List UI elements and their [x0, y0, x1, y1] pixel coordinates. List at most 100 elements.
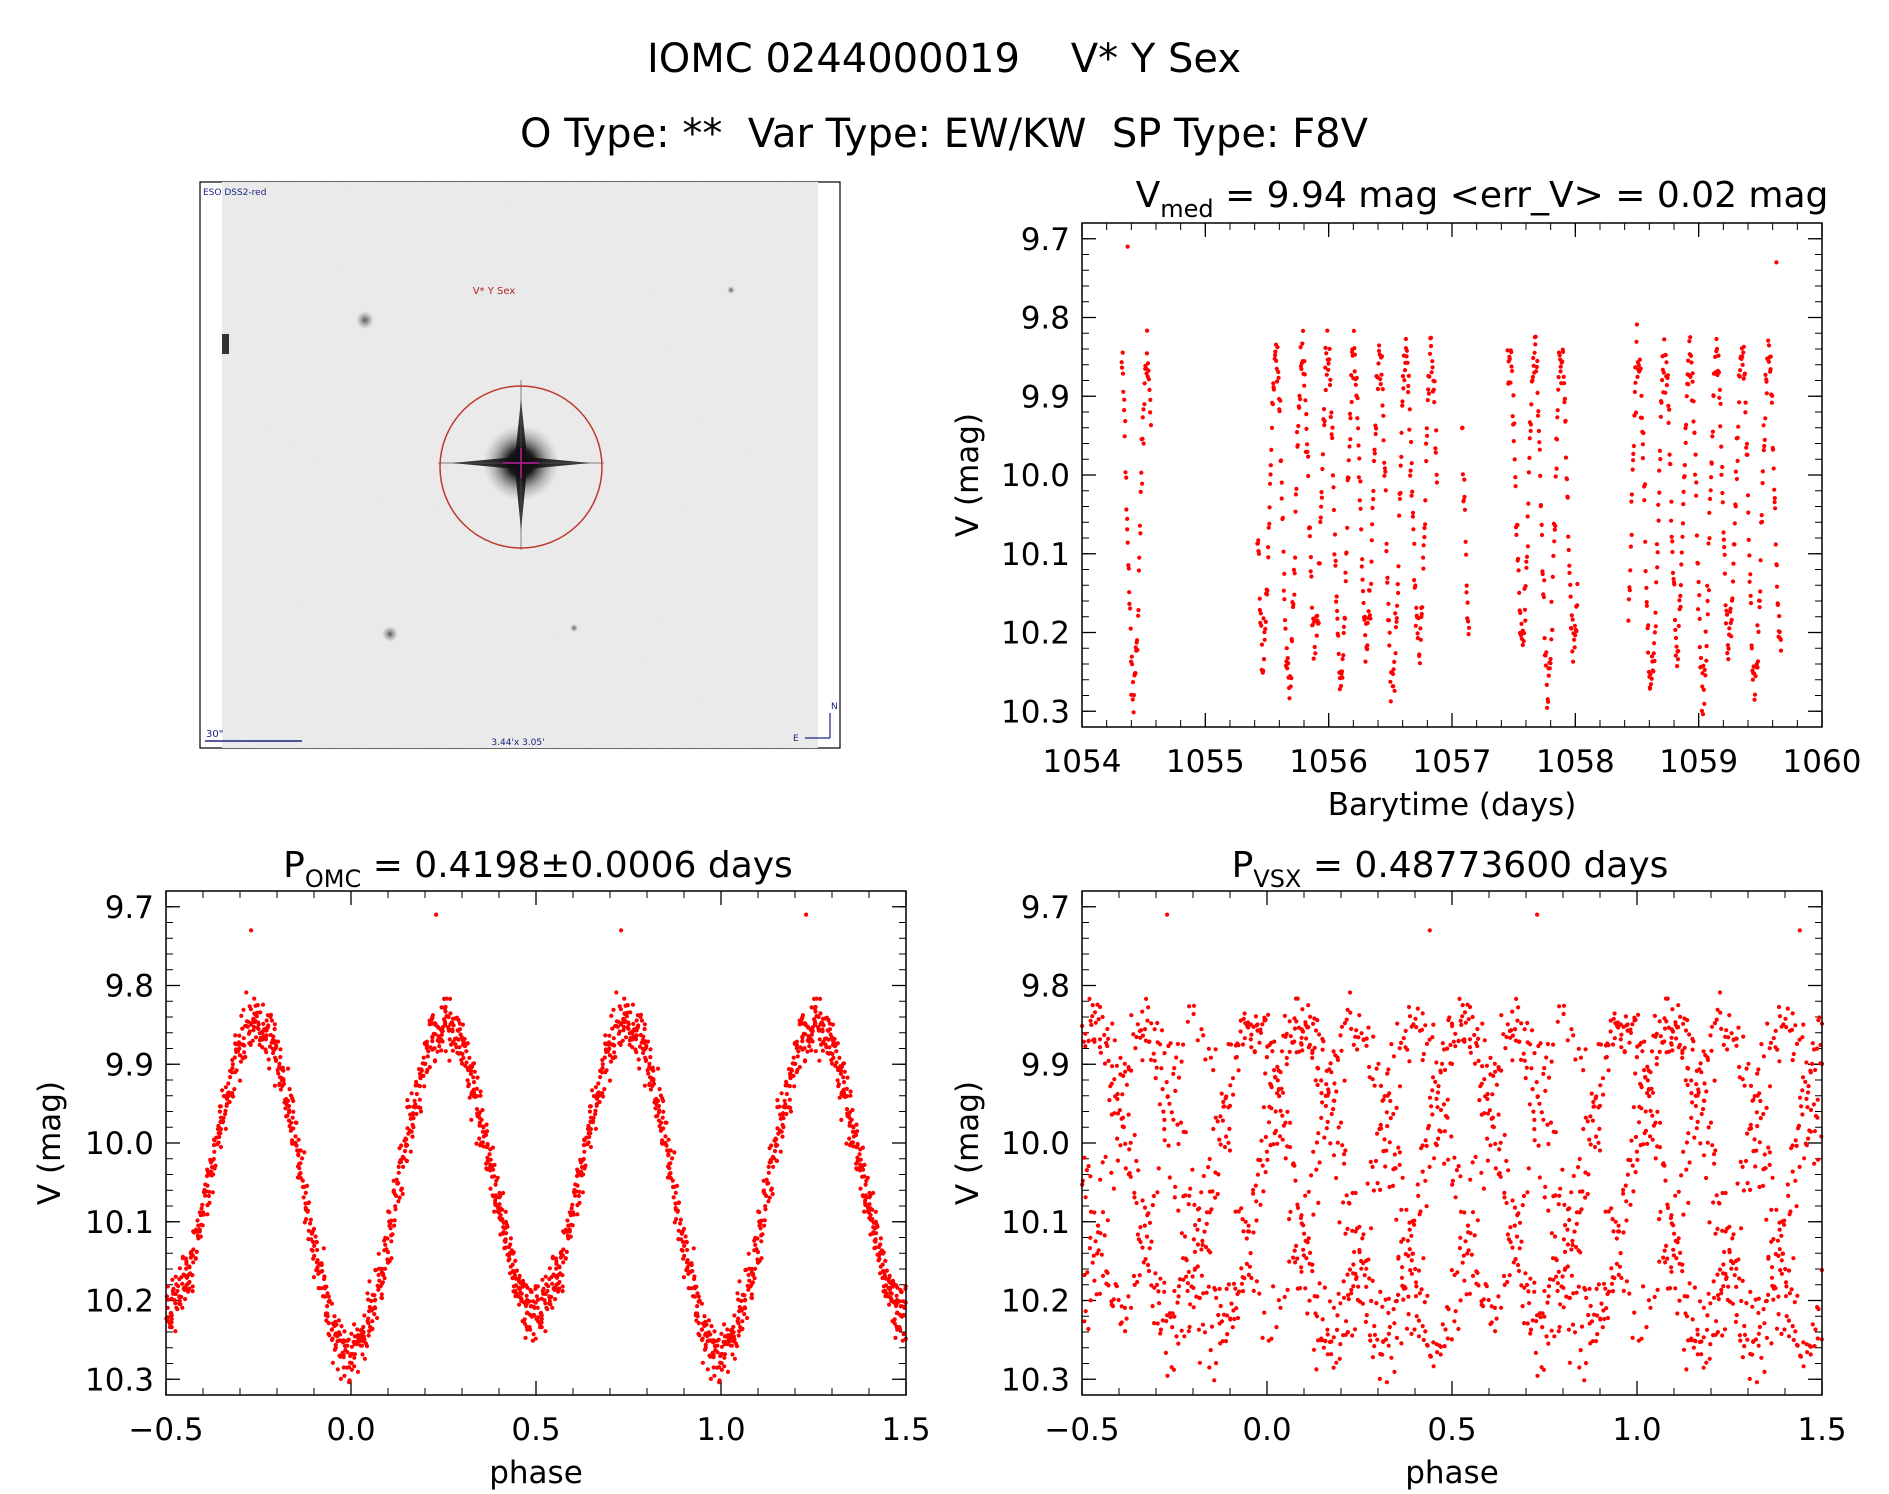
data-point	[511, 1250, 516, 1255]
data-point	[239, 1042, 244, 1047]
data-point	[1141, 441, 1146, 446]
data-point	[177, 1295, 182, 1300]
data-point	[1334, 1089, 1339, 1094]
data-point	[533, 1336, 538, 1341]
data-point	[1644, 1325, 1649, 1330]
data-point	[1507, 357, 1512, 362]
data-point	[1545, 1122, 1550, 1127]
data-point	[1539, 522, 1544, 528]
data-point	[716, 1380, 722, 1385]
data-point	[1767, 1046, 1772, 1051]
data-point	[1387, 1184, 1392, 1190]
x-tick-label: 0.0	[326, 1412, 375, 1448]
data-point	[1715, 1007, 1720, 1012]
data-point	[796, 1049, 801, 1054]
data-point	[1228, 1042, 1234, 1047]
data-point	[1721, 537, 1726, 542]
data-point	[1518, 1057, 1524, 1062]
data-point	[333, 1332, 338, 1337]
data-point	[502, 1246, 507, 1251]
data-point	[1430, 365, 1435, 370]
data-point	[865, 1205, 871, 1210]
data-point	[1140, 1009, 1145, 1014]
data-point	[850, 1107, 855, 1113]
data-point	[306, 1237, 311, 1242]
data-point	[1156, 1166, 1161, 1171]
data-point	[511, 1284, 516, 1289]
data-point	[1529, 1028, 1535, 1033]
data-point	[190, 1289, 195, 1294]
data-point	[1370, 1077, 1375, 1082]
data-point	[228, 1075, 233, 1080]
data-point	[1295, 1256, 1300, 1261]
data-point	[1125, 244, 1130, 249]
data-point	[1708, 1301, 1713, 1306]
data-point	[1267, 521, 1272, 526]
data-point	[1122, 434, 1127, 439]
data-point	[1125, 527, 1130, 532]
data-point	[1334, 1327, 1340, 1332]
data-point	[1674, 1036, 1679, 1041]
data-point	[1774, 584, 1780, 589]
data-point	[1750, 1304, 1755, 1309]
data-point	[1783, 1016, 1788, 1021]
data-point	[1208, 1055, 1213, 1060]
data-point	[1733, 1319, 1738, 1324]
data-point	[1493, 1141, 1498, 1146]
data-point	[1715, 1226, 1720, 1231]
data-point	[495, 1205, 500, 1210]
data-point	[1464, 583, 1469, 588]
data-point	[1804, 1096, 1809, 1101]
data-point	[182, 1285, 187, 1290]
data-point	[1135, 1279, 1140, 1285]
data-point	[1364, 1043, 1369, 1048]
data-point	[1655, 1287, 1660, 1292]
data-point	[1565, 1207, 1571, 1212]
data-point	[1382, 460, 1387, 465]
data-point	[230, 1070, 235, 1075]
data-point	[1630, 1163, 1635, 1168]
data-point	[1381, 413, 1386, 418]
data-point	[1325, 328, 1330, 333]
data-point	[1274, 1325, 1279, 1330]
data-point	[1569, 626, 1574, 631]
data-point	[1264, 1055, 1269, 1060]
data-point	[1771, 1237, 1776, 1242]
data-point	[666, 1137, 671, 1142]
data-point	[1452, 1319, 1457, 1324]
data-point	[817, 1058, 822, 1063]
data-point	[1408, 468, 1413, 473]
data-point	[1635, 374, 1640, 379]
data-point	[1401, 1036, 1406, 1041]
data-point	[676, 1228, 681, 1233]
data-point	[1123, 1329, 1128, 1334]
data-point	[1771, 1036, 1776, 1041]
data-point	[1426, 387, 1431, 392]
data-point	[1257, 1291, 1262, 1296]
data-point	[1502, 1195, 1507, 1200]
data-point	[1382, 466, 1387, 471]
data-point	[457, 1045, 462, 1050]
data-point	[1105, 1026, 1110, 1032]
data-point	[1390, 1183, 1396, 1188]
data-point	[1449, 1268, 1454, 1273]
data-point	[183, 1297, 188, 1302]
data-point	[1429, 1104, 1434, 1109]
data-point	[1409, 493, 1414, 498]
data-point	[1331, 1335, 1336, 1340]
data-point	[642, 1040, 647, 1045]
data-point	[1406, 1004, 1412, 1010]
data-point	[587, 1126, 592, 1131]
data-point	[887, 1302, 892, 1307]
data-point	[1423, 522, 1428, 527]
data-point	[1729, 634, 1734, 639]
data-point	[290, 1140, 295, 1145]
data-point	[863, 1182, 868, 1187]
data-point	[478, 1093, 483, 1098]
data-point	[1420, 1169, 1425, 1174]
data-point	[627, 1042, 632, 1047]
data-point	[1694, 480, 1699, 485]
data-point	[1406, 383, 1411, 389]
data-point	[1173, 1184, 1178, 1189]
data-point	[1687, 339, 1692, 344]
